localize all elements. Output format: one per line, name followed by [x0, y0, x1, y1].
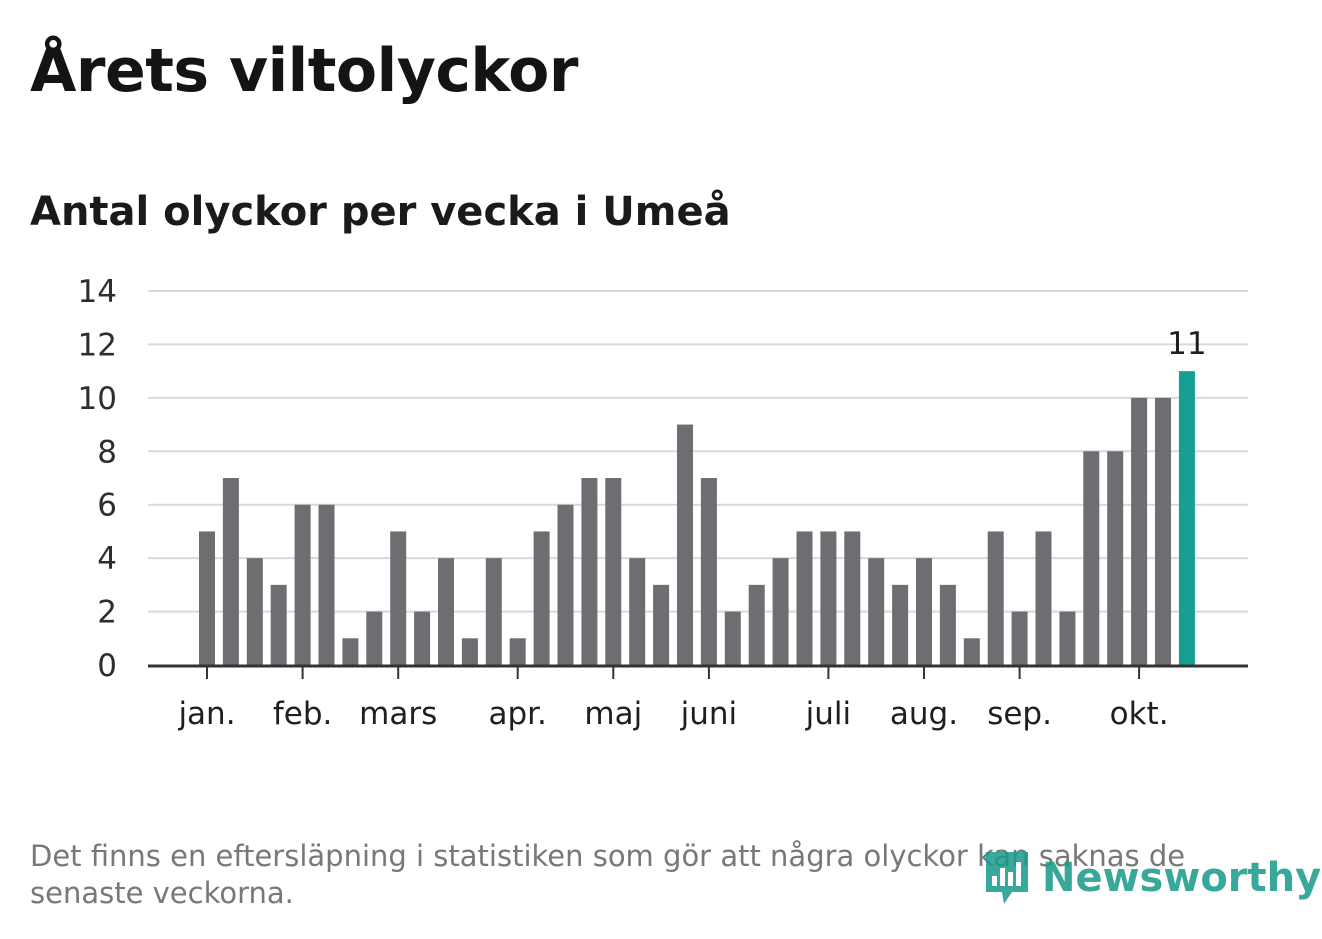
bar [1011, 611, 1028, 665]
chart-subtitle: Antal olyckor per vecka i Umeå [30, 189, 731, 235]
month-label: sep. [987, 696, 1052, 732]
month-label: jan. [177, 696, 235, 732]
chart-logo-icon [986, 852, 1028, 904]
bar [581, 478, 598, 665]
y-tick-label: 4 [97, 541, 117, 577]
bar [748, 584, 765, 665]
bar [1083, 451, 1100, 665]
bar [892, 584, 909, 665]
bar [629, 558, 646, 665]
bar [390, 531, 407, 665]
bar-chart: 0 2 4 6 8 10 12 14 jan. feb. mars apr. maj juni juli a… [78, 274, 1248, 732]
grid-lines [148, 290, 1248, 613]
data-labels: 11 [1167, 326, 1206, 362]
month-label: maj [584, 696, 642, 732]
bar [366, 611, 383, 665]
bar [772, 558, 789, 665]
bar [1035, 531, 1052, 665]
bar [461, 638, 478, 665]
bar [677, 424, 693, 665]
bar [342, 638, 359, 665]
bar [963, 638, 980, 665]
bar [916, 558, 932, 665]
bar [414, 611, 431, 665]
x-axis: jan. feb. mars apr. maj juni juli aug. sep. okt. [148, 664, 1248, 732]
y-tick-label: 10 [78, 381, 117, 417]
y-tick-label: 8 [97, 434, 117, 470]
bar [653, 584, 670, 665]
bar [939, 584, 956, 665]
bar-latest-week [1178, 371, 1195, 665]
bar [724, 611, 741, 665]
bar [438, 558, 454, 665]
bar [222, 478, 239, 665]
last-value-label: 11 [1167, 326, 1206, 362]
month-label: juli [805, 696, 852, 732]
month-label: feb. [273, 696, 333, 732]
bar [796, 531, 813, 665]
bar [820, 531, 837, 665]
bar [199, 531, 215, 665]
bar [1059, 611, 1076, 665]
bar [246, 558, 263, 665]
bar [700, 478, 717, 665]
bar [987, 531, 1004, 665]
bar [485, 558, 502, 665]
y-tick-label: 0 [97, 648, 117, 684]
bar [1107, 451, 1124, 665]
page-title: Årets viltolyckor [30, 36, 579, 106]
bar [868, 558, 885, 665]
bar [270, 584, 287, 665]
bars [199, 371, 1195, 665]
month-label: apr. [488, 696, 546, 732]
bar [844, 531, 861, 665]
bar [605, 478, 622, 665]
y-axis-ticks: 0 2 4 6 8 10 12 14 [78, 274, 117, 684]
bar [509, 638, 526, 665]
bar [557, 504, 574, 665]
month-label: aug. [890, 696, 958, 732]
bar [294, 504, 311, 665]
month-label: okt. [1110, 696, 1169, 732]
y-tick-label: 2 [97, 595, 117, 631]
y-tick-label: 14 [78, 274, 117, 310]
newsworthy-logo: Newsworthy [982, 848, 1321, 908]
bar [318, 504, 335, 665]
month-label: juni [680, 696, 738, 732]
logo-text: Newsworthy [1042, 855, 1322, 901]
month-label: mars [359, 696, 437, 732]
bar [533, 531, 550, 665]
bar [1155, 397, 1171, 665]
bar [1131, 397, 1148, 665]
y-tick-label: 12 [78, 327, 117, 363]
y-tick-label: 6 [97, 488, 117, 524]
